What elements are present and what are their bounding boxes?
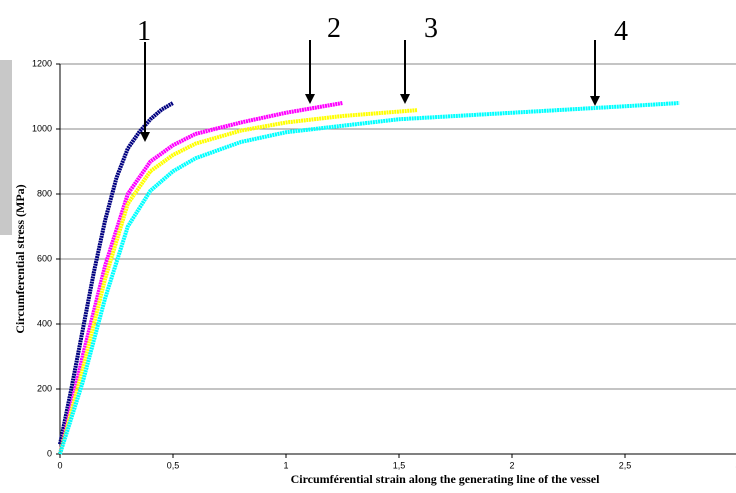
y-tick-label: 800 (37, 188, 52, 198)
y-tick-label: 400 (37, 318, 52, 328)
annotation: 3 (424, 13, 438, 44)
x-tick-label: 0,5 (167, 460, 180, 470)
x-tick-label: 0 (57, 460, 62, 470)
x-tick-label: 2,5 (619, 460, 632, 470)
y-tick-label: 200 (37, 383, 52, 393)
y-axis-label: Circumferential stress (MPa) (13, 184, 27, 333)
x-tick-label: 1,5 (393, 460, 406, 470)
annotation: 4 (614, 16, 628, 47)
series-line (58, 101, 174, 445)
annotations: 1 2 3 4 (137, 13, 628, 142)
y-tick-label: 0 (47, 448, 52, 458)
series-line (58, 101, 680, 455)
series-line (58, 101, 343, 455)
y-tick-label: 1000 (32, 123, 52, 133)
x-tick-label: 2 (509, 460, 514, 470)
annotation: 2 (327, 13, 341, 44)
y-tick-label: 1200 (32, 58, 52, 68)
y-tick-label: 600 (37, 253, 52, 263)
annotation: 1 (137, 16, 151, 47)
series-line (58, 108, 418, 455)
x-axis-label: Circumférential strain along the generat… (291, 472, 601, 486)
x-tick-label: 1 (283, 460, 288, 470)
photo-fragment (0, 60, 12, 235)
